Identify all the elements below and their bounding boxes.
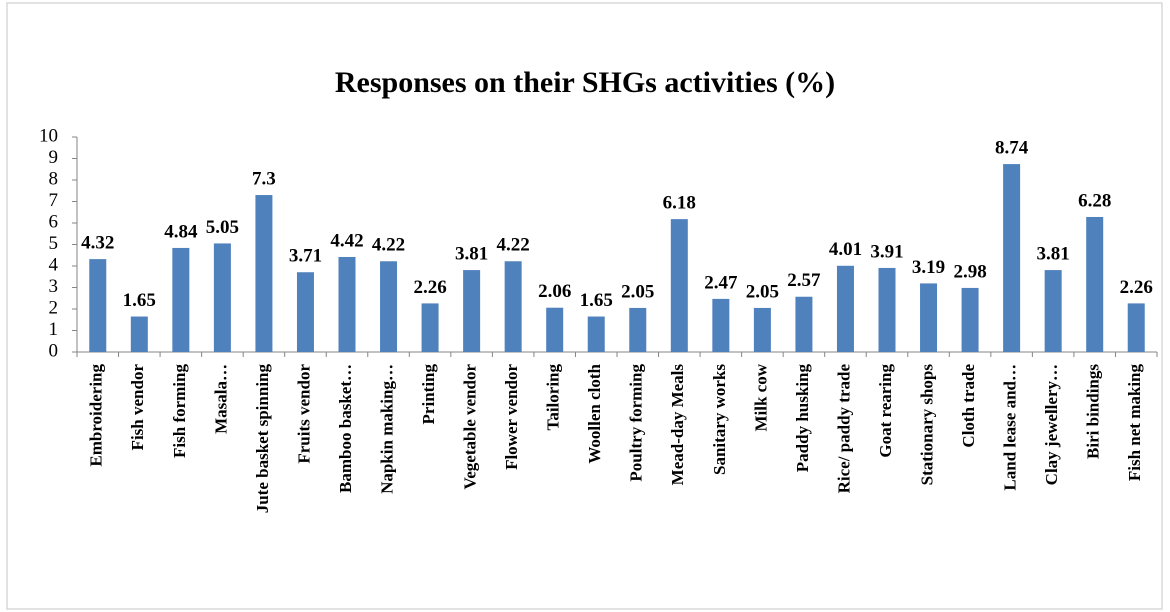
x-tick-label: Flower vendor [502, 364, 521, 470]
data-label: 4.22 [372, 235, 405, 256]
x-tick-label: Fish vendor [128, 364, 147, 451]
x-tick-label: Clay jewellery… [1042, 364, 1061, 485]
bar [89, 259, 107, 352]
x-tick-label: Rice/ paddy trade [834, 364, 853, 494]
data-label: 7.3 [252, 168, 276, 189]
bar [172, 247, 190, 352]
data-label: 3.91 [870, 241, 903, 262]
data-label: 4.01 [829, 239, 862, 260]
x-tick-label: Bamboo basket… [336, 364, 355, 493]
data-label: 2.57 [787, 270, 821, 291]
y-tick-label: 8 [49, 168, 59, 189]
bar [213, 243, 231, 352]
data-label: 1.65 [123, 290, 156, 311]
x-tick-label: Cloth trade [959, 364, 978, 448]
y-tick-label: 0 [49, 340, 59, 361]
chart-title: Responses on their SHGs activities (%) [335, 66, 835, 99]
x-tick-label: Fish net making [1125, 364, 1144, 482]
x-tick-label: Mead-day Meals [668, 364, 687, 486]
bar [1086, 216, 1104, 352]
bar [1003, 164, 1021, 352]
bar [753, 307, 771, 352]
y-tick-label: 1 [49, 319, 59, 340]
bar [1044, 270, 1062, 352]
bar [961, 287, 979, 352]
bar [504, 261, 522, 352]
x-tick-label: Tailoring [544, 364, 563, 431]
bar [795, 296, 813, 352]
y-tick-label: 2 [49, 297, 59, 318]
data-label: 2.05 [746, 281, 779, 302]
data-label: 3.71 [289, 246, 322, 267]
data-label: 4.22 [497, 235, 530, 256]
bar [878, 267, 896, 352]
data-label: 2.98 [953, 261, 986, 282]
bar [380, 261, 398, 352]
x-tick-label: Milk cow [751, 363, 770, 431]
data-label: 4.84 [164, 221, 198, 242]
data-label: 6.28 [1078, 190, 1111, 211]
bar [421, 303, 439, 352]
bar [920, 283, 938, 352]
x-tick-label: Biri bindings [1084, 364, 1103, 459]
y-tick-label: 7 [49, 190, 59, 211]
data-label: 4.42 [330, 230, 363, 251]
bar [463, 270, 481, 352]
data-label: 2.05 [621, 281, 654, 302]
data-label: 2.47 [704, 272, 738, 293]
bar [1127, 303, 1145, 352]
y-tick-label: 10 [39, 125, 58, 146]
data-label: 3.19 [912, 257, 945, 278]
bar [296, 272, 314, 352]
bar [546, 307, 564, 352]
x-tick-label: Masala… [211, 364, 230, 434]
bar [712, 298, 730, 352]
data-label: 6.18 [663, 192, 696, 213]
x-tick-label: Stationary shops [917, 364, 936, 486]
bar [255, 195, 273, 352]
x-tick-label: Printing [419, 364, 438, 425]
y-tick-label: 9 [49, 147, 59, 168]
bar [130, 316, 148, 352]
x-tick-label: Goat rearing [876, 364, 895, 458]
x-tick-label: Sanitary works [710, 364, 729, 475]
y-tick-label: 6 [49, 211, 59, 232]
data-label: 5.05 [206, 217, 239, 238]
x-tick-label: Jute basket spinning [253, 364, 272, 514]
x-tick-label: Woollen cloth [585, 363, 604, 463]
x-tick-label: Poultry forming [627, 364, 646, 482]
bar [836, 265, 854, 352]
x-tick-label: Napkin making… [377, 364, 396, 494]
data-label: 1.65 [580, 290, 613, 311]
bar [338, 256, 356, 352]
data-label: 3.81 [1037, 243, 1070, 264]
data-label: 2.26 [413, 277, 446, 298]
x-tick-label: Vegetable vendor [461, 364, 480, 490]
data-label: 8.74 [995, 137, 1029, 158]
y-tick-label: 4 [49, 254, 59, 275]
y-tick-label: 5 [49, 233, 59, 254]
x-tick-label: Paddy husking [793, 364, 812, 473]
x-tick-label: Fruits vendor [294, 364, 313, 464]
bar [587, 316, 605, 352]
x-tick-label: Land lease and… [1001, 364, 1020, 491]
data-label: 2.06 [538, 281, 571, 302]
data-label: 3.81 [455, 243, 488, 264]
bar [670, 219, 688, 352]
data-label: 2.26 [1120, 277, 1153, 298]
bar [629, 307, 647, 352]
y-tick-label: 3 [49, 276, 59, 297]
x-tick-label: Fish forming [170, 364, 189, 458]
x-tick-label: Embroidering [87, 364, 106, 467]
data-label: 4.32 [81, 232, 114, 253]
